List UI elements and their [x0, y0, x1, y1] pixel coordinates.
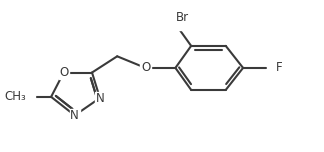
Text: N: N — [96, 92, 104, 105]
Bar — [70, 109, 80, 122]
Text: O: O — [59, 66, 68, 79]
Text: N: N — [70, 109, 79, 122]
Bar — [141, 62, 151, 74]
Bar — [17, 90, 35, 103]
Bar — [59, 66, 69, 79]
Text: CH₃: CH₃ — [4, 90, 26, 103]
Bar — [167, 17, 184, 30]
Text: O: O — [141, 61, 150, 74]
Bar — [271, 62, 281, 74]
Text: Br: Br — [175, 11, 189, 24]
Bar — [95, 92, 105, 104]
Text: F: F — [276, 61, 283, 74]
